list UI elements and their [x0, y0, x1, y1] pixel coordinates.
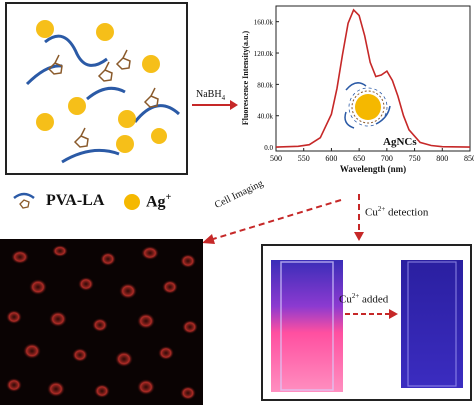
vial-before: [271, 260, 343, 392]
x-tick-label: 800: [436, 154, 448, 163]
detection-suffix: detection: [385, 206, 429, 219]
nabh4-subscript: 4: [221, 94, 226, 102]
x-tick-label: 600: [325, 154, 337, 163]
x-tick-label: 500: [270, 154, 282, 163]
y-tick-label: 160.0k: [254, 19, 274, 27]
micrograph-cells: [6, 245, 198, 400]
legend: PVA-LA Ag+: [12, 186, 202, 226]
x-tick-label: 750: [409, 154, 421, 163]
y-tick-label: 120.0k: [254, 50, 274, 58]
detection-sup: 2+: [377, 205, 386, 213]
x-tick-label: 850: [464, 154, 474, 163]
cu-added-sup: 2+: [351, 292, 360, 300]
x-tick-label: 650: [353, 154, 365, 163]
x-tick-label: 550: [298, 154, 310, 163]
polymer-chain: [44, 34, 108, 67]
y-ticks: 0.0 40.0k 80.0k 120.0k 160.0k: [254, 19, 279, 152]
detection-arrow: [354, 194, 364, 241]
polymer-chain: [61, 148, 120, 164]
lipoic-acid-ligand: [143, 87, 159, 108]
polymer-chain: [86, 86, 126, 101]
polymer-chain: [25, 64, 63, 86]
synthesis-panel: [5, 2, 188, 175]
silver-legend-sup: +: [165, 192, 172, 203]
nabh4-text: NaBH: [196, 89, 222, 100]
silver-legend-icon: [124, 194, 140, 210]
y-tick-label: 0.0: [264, 144, 273, 152]
cu-added-text: Cu: [339, 293, 352, 306]
polymer-chain: [133, 104, 181, 123]
added-arrow-head: [389, 309, 398, 319]
y-tick-label: 40.0k: [257, 113, 273, 121]
stained-cells: [6, 245, 198, 400]
silver-legend-text: Ag: [146, 193, 166, 211]
nabh4-label: NaBH4: [196, 89, 225, 102]
x-tick-label: 700: [381, 154, 393, 163]
vial-comparison-panel: Cu2+ added: [261, 244, 472, 401]
x-axis-label: Wavelength (nm): [340, 164, 406, 174]
emission-curve: [275, 8, 471, 148]
agncs-annotation: AgNCs: [383, 136, 417, 148]
vial-after-glass: [407, 261, 457, 387]
chart-canvas: 0.0 40.0k 80.0k 120.0k 160.0k 500 550 600 650 70…: [241, 5, 474, 174]
detection-text: Cu: [365, 206, 378, 219]
silver-ion-cluster: [36, 20, 167, 153]
vial-illustration: [271, 260, 463, 392]
detection-label: Cu2+ detection: [365, 205, 428, 219]
cu-added-suffix: added: [359, 293, 389, 306]
polymer-legend-label: PVA-LA: [46, 192, 105, 209]
y-axis-label: Fluorescence Intensity(a.u.): [241, 31, 250, 126]
lipoic-acid-ligand: [73, 127, 89, 148]
vial-after: [401, 260, 463, 388]
y-tick-label: 80.0k: [257, 81, 273, 89]
x-ticks: 500 550 600 650 700 750 800 850: [270, 148, 474, 163]
synthesis-arrow: [192, 100, 238, 110]
polymer-legend-icon: [13, 192, 35, 209]
cell-imaging-micrograph: [0, 239, 203, 405]
lipoic-acid-ligand: [97, 61, 113, 82]
silver-legend-label: Ag+: [146, 192, 171, 211]
lipoic-acid-ligand: [47, 54, 63, 75]
plot-frame: [275, 5, 471, 152]
synthesis-illustration: [25, 20, 181, 164]
cu-added-label: Cu2+ added: [339, 292, 388, 306]
nanocluster-inset: [344, 82, 391, 129]
fluorescence-chart: 0.0 40.0k 80.0k 120.0k 160.0k 500 550 600 650 70…: [238, 0, 474, 192]
vial-before-glass: [280, 261, 334, 391]
cell-imaging-arrow: [202, 199, 342, 244]
lipoic-acid-ligand: [115, 49, 131, 70]
